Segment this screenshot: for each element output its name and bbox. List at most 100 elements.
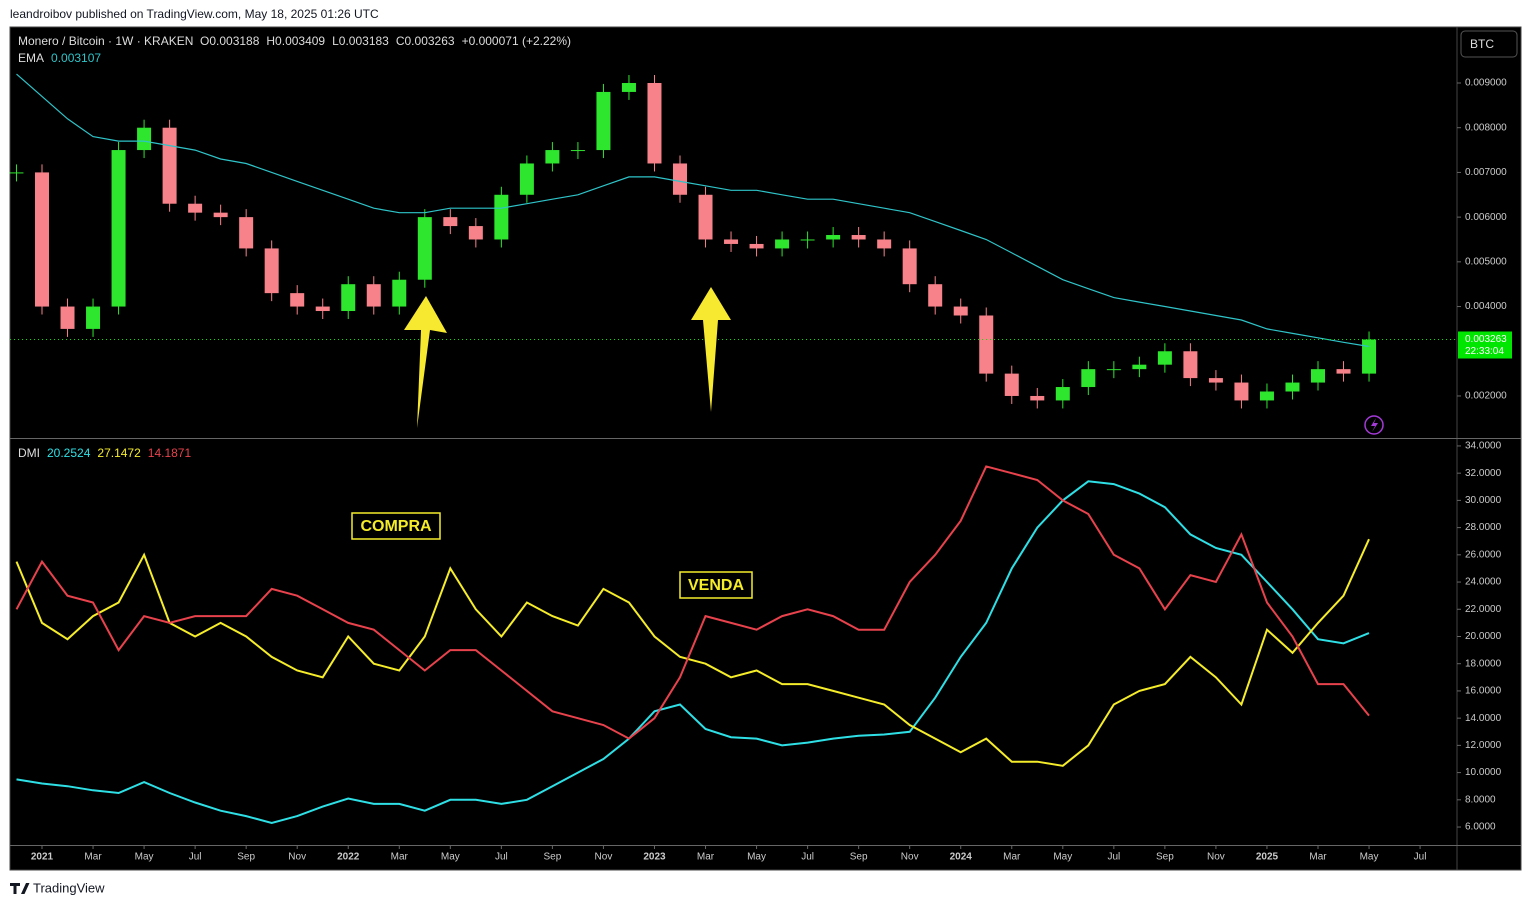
candle-body: [928, 284, 943, 307]
candle-body: [1106, 369, 1121, 371]
alert-icon[interactable]: [1364, 415, 1384, 435]
candle-body: [417, 217, 432, 280]
candle-body: [137, 127, 152, 151]
candle-body: [111, 150, 126, 307]
alert-bolt: [1371, 418, 1378, 432]
candle-body: [724, 239, 739, 244]
candle-body: [1132, 364, 1147, 370]
ohlc-value: H0.003409: [266, 34, 325, 48]
candle-body: [290, 293, 305, 307]
y-tick-label: 0.006000: [1465, 212, 1507, 223]
plots: 0.002000 0.004000 0.005000 0.006000 0.007000…: [9, 34, 1512, 863]
x-tick-label: Jul: [1107, 852, 1120, 863]
y-tick-label: 12.0000: [1465, 740, 1502, 751]
x-tick-label: 2021: [31, 852, 54, 863]
candle-body: [1081, 369, 1096, 388]
chart-frame: [9, 26, 1522, 871]
candle-body: [35, 172, 49, 307]
x-tick-label: 2025: [1256, 852, 1279, 863]
x-tick-label: Nov: [901, 852, 919, 863]
y-tick-label: 0.004000: [1465, 301, 1507, 312]
candle-body: [239, 217, 254, 249]
candle-body: [315, 306, 330, 312]
pane-title: DMI: [18, 446, 40, 460]
ohlc-value: +0.000071 (+2.22%): [462, 34, 571, 48]
y-tick-label: 0.002000: [1465, 391, 1507, 402]
x-tick-label: Mar: [697, 852, 715, 863]
x-tick-label: Jul: [495, 852, 508, 863]
ohlc-value: O0.003188: [200, 34, 260, 48]
y-tick-label: 14.0000: [1465, 713, 1502, 724]
x-tick-label: May: [135, 852, 154, 863]
y-tick-label: 26.0000: [1465, 549, 1502, 560]
buy-arrow: [404, 296, 447, 428]
x-tick-label: May: [1360, 852, 1379, 863]
y-tick-label: 30.0000: [1465, 495, 1502, 506]
candle-body: [775, 239, 790, 249]
x-tick-label: Sep: [1156, 852, 1174, 863]
x-tick-label: Jul: [801, 852, 814, 863]
candle-body: [264, 248, 279, 294]
symbol-title: Monero / Bitcoin · 1W · KRAKEN: [18, 34, 193, 48]
y-tick-label: 28.0000: [1465, 522, 1502, 533]
x-tick-label: Sep: [850, 852, 868, 863]
sell-arrow: [691, 287, 731, 412]
brand: TradingView: [33, 880, 105, 895]
y-tick-label: 20.0000: [1465, 631, 1502, 642]
x-tick-label: Mar: [1003, 852, 1021, 863]
y-tick-label: 16.0000: [1465, 686, 1502, 697]
currency: BTC: [1470, 37, 1494, 51]
ohlc-value: L0.003183: [332, 34, 389, 48]
candle-body: [877, 239, 892, 249]
y-tick-label: 0.005000: [1465, 256, 1507, 267]
candle-body: [673, 163, 687, 195]
candle-body: [953, 306, 968, 316]
x-tick-label: Nov: [288, 852, 306, 863]
sell-label: VENDA: [688, 577, 744, 594]
x-tick-label: Jul: [189, 852, 202, 863]
candle-body: [545, 150, 560, 164]
candle-body: [800, 239, 815, 241]
candle-body: [647, 82, 662, 164]
x-tick-label: 2024: [950, 852, 973, 863]
candle-body: [596, 91, 611, 151]
candle-body: [9, 172, 24, 174]
y-tick-label: 0.009000: [1465, 78, 1507, 89]
candle-body: [621, 82, 636, 92]
candle-body: [698, 194, 713, 240]
candle-body: [1030, 395, 1045, 401]
x-tick-label: May: [441, 852, 460, 863]
candle-body: [213, 212, 228, 218]
countdown: 22:33:04: [1465, 346, 1504, 357]
candle-body: [1362, 339, 1377, 374]
buy-box: [351, 512, 441, 540]
candle-body: [902, 248, 917, 285]
legend-value: 14.1871: [148, 446, 192, 460]
candle-body: [188, 203, 203, 213]
y-tick-label: 6.0000: [1465, 822, 1496, 833]
publisher: leandroibov published on TradingView.com…: [10, 7, 379, 21]
ema-line: [16, 73, 1370, 348]
legend-value: 0.003107: [51, 51, 101, 65]
legend-value: 27.1472: [97, 446, 141, 460]
candle-body: [826, 235, 841, 240]
y-tick-label: 8.0000: [1465, 794, 1496, 805]
candle-body: [392, 279, 407, 307]
currency-box[interactable]: [1460, 30, 1518, 58]
dmi-line: [15, 538, 1370, 767]
candle-body: [1285, 382, 1300, 392]
legend-value: 20.2524: [47, 446, 91, 460]
candle-body: [1208, 378, 1223, 383]
candle-body: [1055, 387, 1070, 401]
candle-body: [1183, 351, 1198, 379]
dmi-line: [16, 480, 1370, 825]
candle-body: [1259, 391, 1274, 401]
y-tick-label: 18.0000: [1465, 658, 1502, 669]
candle-body: [1234, 382, 1249, 401]
y-tick-label: 0.008000: [1465, 122, 1507, 133]
candle-body: [1336, 369, 1351, 374]
candle-body: [570, 150, 585, 152]
x-tick-label: Nov: [1207, 852, 1225, 863]
candle-body: [1004, 373, 1019, 396]
